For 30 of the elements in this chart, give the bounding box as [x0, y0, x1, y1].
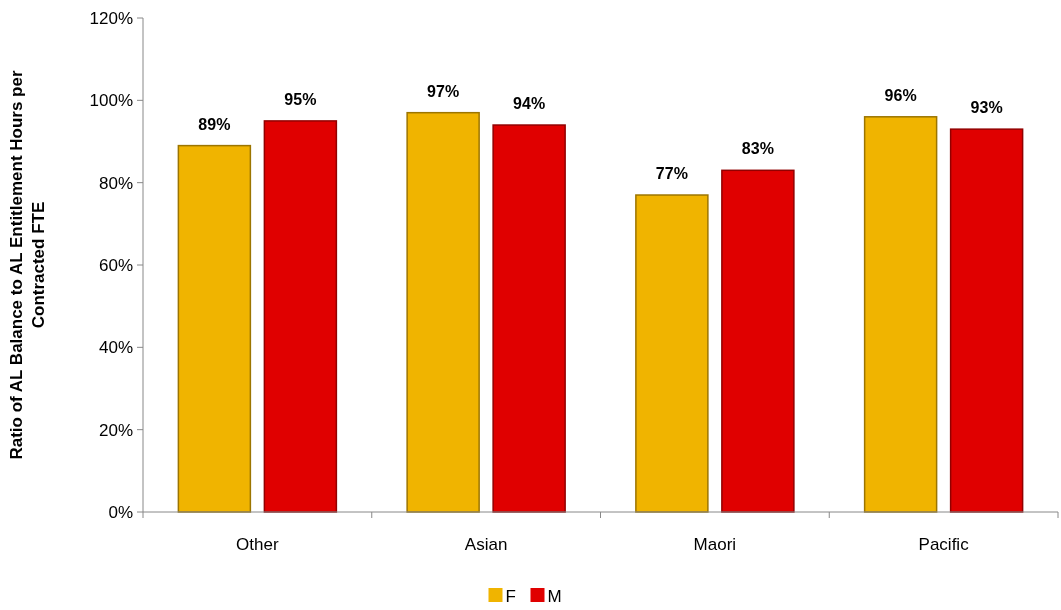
data-label: 94% [513, 95, 546, 113]
y-tick-label: 80% [98, 173, 133, 193]
y-axis-title: Ratio of AL Balance to AL Entitlement Hours per Contracted FTE [7, 70, 48, 460]
y-tick-label: 40% [98, 338, 133, 358]
data-label: 97% [427, 82, 460, 100]
bar [177, 144, 252, 513]
y-tick-label: 60% [98, 255, 133, 275]
data-label: 95% [284, 90, 317, 108]
data-label: 83% [741, 140, 774, 158]
y-tick-label: 100% [89, 91, 133, 111]
bar [635, 194, 709, 513]
x-tick-label: Pacific [918, 535, 970, 554]
data-label: 89% [198, 115, 231, 133]
bar [492, 124, 566, 513]
y-tick-label: 0% [108, 502, 133, 522]
legend-label: M [547, 586, 562, 606]
data-label: 77% [655, 165, 688, 183]
data-label: 93% [970, 99, 1003, 117]
x-tick-label: Maori [693, 535, 737, 554]
bar [949, 128, 1024, 513]
data-label: 96% [884, 86, 917, 104]
bar [406, 111, 480, 513]
bar [263, 120, 338, 513]
bar [863, 116, 938, 513]
y-tick-label: 20% [98, 420, 133, 440]
bar [721, 169, 795, 513]
x-tick-label: Other [236, 535, 279, 554]
y-tick-label: 120% [89, 8, 133, 28]
x-tick-label: Asian [464, 535, 508, 554]
legend-label: F [505, 586, 516, 606]
